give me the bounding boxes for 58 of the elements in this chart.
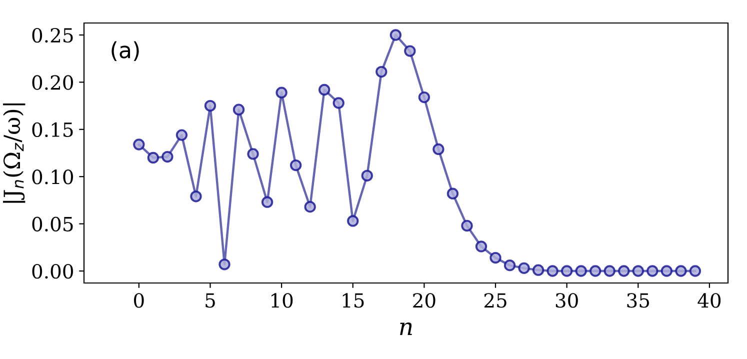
y-tick-label: 0.20 <box>32 75 73 90</box>
x-tick-label: 25 <box>484 293 506 308</box>
point <box>390 29 402 41</box>
point <box>276 86 288 98</box>
point <box>490 252 502 264</box>
x-axis-title: n <box>400 322 412 336</box>
point <box>546 265 558 277</box>
point <box>618 265 630 277</box>
point <box>218 258 230 270</box>
point <box>204 100 216 112</box>
point <box>590 265 602 277</box>
point <box>504 260 516 272</box>
point <box>376 66 388 78</box>
x-tick-label: 30 <box>556 293 578 308</box>
y-axis-title: |J$_{n}$(Ω$_{z}$/ω)| <box>2 104 26 203</box>
point <box>518 262 530 274</box>
point <box>247 148 259 160</box>
point <box>133 138 145 150</box>
point <box>689 265 702 277</box>
point <box>347 215 359 227</box>
point <box>604 265 616 277</box>
point <box>318 84 330 96</box>
point <box>675 265 687 277</box>
x-tick-label: 35 <box>627 293 650 308</box>
point <box>290 159 302 172</box>
point <box>646 265 658 277</box>
point <box>190 190 202 202</box>
point <box>432 143 444 156</box>
point <box>176 129 188 141</box>
y-tick-label: 0.25 <box>32 28 73 43</box>
point <box>560 265 573 277</box>
point <box>461 220 473 232</box>
y-tick-label: 0.05 <box>32 216 73 232</box>
point <box>446 188 459 200</box>
point <box>162 150 174 163</box>
x-tick-label: 5 <box>206 293 215 308</box>
y-tick-label: 0.10 <box>32 170 73 184</box>
point <box>147 152 160 164</box>
x-tick-label: 40 <box>698 293 721 308</box>
point <box>232 104 245 116</box>
point <box>475 240 488 252</box>
point <box>575 265 587 277</box>
point <box>418 91 430 104</box>
y-tick-label: 0.00 <box>32 264 73 279</box>
x-tick-label: 10 <box>272 293 293 308</box>
point <box>361 170 373 182</box>
y-tick-label: 0.15 <box>32 122 73 138</box>
point <box>532 264 544 276</box>
annotation: (a) <box>112 41 139 62</box>
x-tick-label: 0 <box>134 293 144 308</box>
x-tick-label: 15 <box>342 293 364 308</box>
point <box>404 45 416 57</box>
point <box>332 97 344 109</box>
point <box>304 200 316 213</box>
point <box>660 265 673 277</box>
point <box>632 265 644 277</box>
point <box>261 196 274 208</box>
x-tick-label: 20 <box>413 293 436 308</box>
